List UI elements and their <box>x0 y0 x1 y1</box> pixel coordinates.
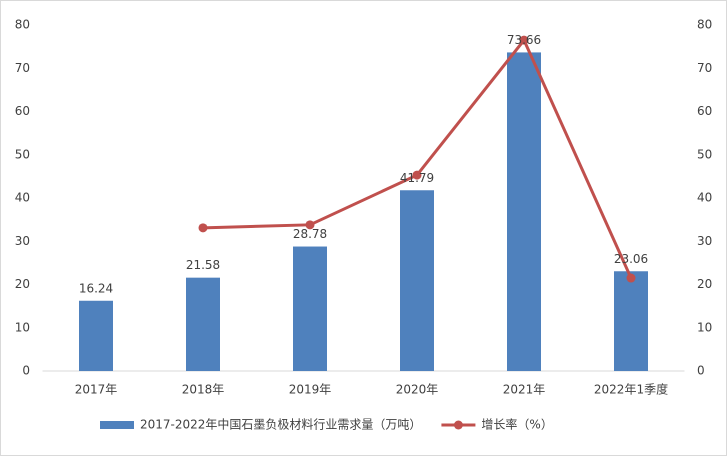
y2-tick-label: 50 <box>697 147 712 161</box>
y2-tick-label: 70 <box>697 61 712 75</box>
y2-tick-label: 10 <box>697 320 712 334</box>
y2-tick-label: 40 <box>697 191 712 205</box>
y-tick-label: 30 <box>15 234 30 248</box>
line-point <box>198 223 208 233</box>
data-label: 41.79 <box>400 171 434 185</box>
data-label: 73.66 <box>507 33 541 47</box>
y-tick-label: 70 <box>15 61 30 75</box>
data-label: 23.06 <box>614 252 648 266</box>
y2-tick-label: 30 <box>697 234 712 248</box>
bar <box>507 52 541 371</box>
y2-tick-label: 60 <box>697 104 712 118</box>
y-tick-label: 0 <box>22 364 30 378</box>
bar <box>186 277 220 371</box>
legend-label: 2017-2022年中国石墨负极材料行业需求量（万吨） <box>140 417 421 432</box>
y-tick-label: 40 <box>15 191 30 205</box>
bar <box>79 300 113 371</box>
y2-tick-label: 20 <box>697 277 712 291</box>
line-point <box>519 35 529 45</box>
legend-swatch <box>100 421 134 429</box>
legend-label: 增长率（%） <box>481 417 552 432</box>
x-tick-label: 2017年 <box>75 383 118 397</box>
data-label: 28.78 <box>293 227 327 241</box>
y-tick-label: 60 <box>15 104 30 118</box>
y2-tick-label: 80 <box>697 18 712 32</box>
x-tick-label: 2022年1季度 <box>594 382 668 397</box>
y-tick-label: 50 <box>15 147 30 161</box>
line-point <box>305 220 315 230</box>
x-tick-label: 2021年 <box>503 383 546 397</box>
data-label: 21.58 <box>186 258 220 272</box>
y2-tick-label: 0 <box>697 364 705 378</box>
legend-marker <box>453 420 463 430</box>
line-point <box>626 273 636 283</box>
y-tick-label: 10 <box>15 320 30 334</box>
y-tick-label: 80 <box>15 18 30 32</box>
x-tick-label: 2020年 <box>396 383 439 397</box>
data-label: 16.24 <box>79 281 113 295</box>
x-tick-label: 2018年 <box>182 383 225 397</box>
bar <box>400 190 434 371</box>
bar <box>614 271 648 371</box>
bar <box>293 246 327 371</box>
line-point <box>412 170 422 180</box>
y-tick-label: 20 <box>15 277 30 291</box>
x-tick-label: 2019年 <box>289 383 332 397</box>
